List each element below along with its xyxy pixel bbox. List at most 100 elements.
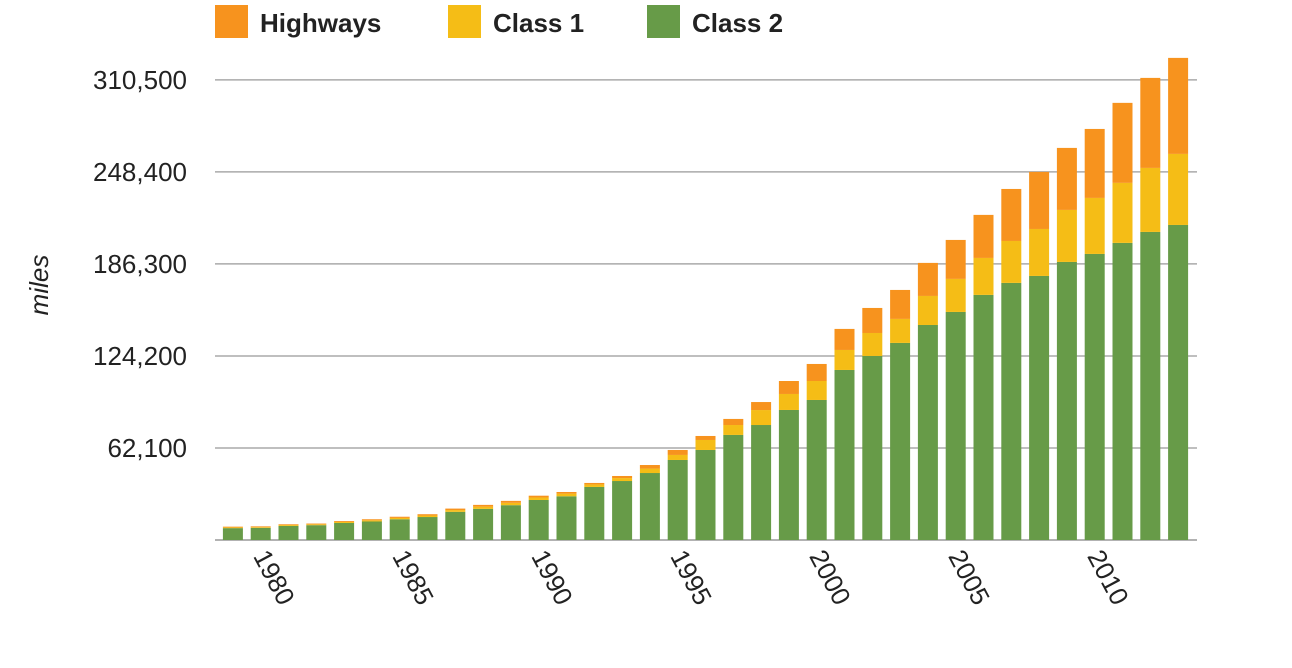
- bar-segment: [278, 525, 299, 526]
- bar-segment: [250, 527, 271, 540]
- bar-segment: [667, 449, 688, 455]
- bar-segment: [473, 504, 494, 507]
- bar-segment: [556, 493, 577, 497]
- bar-segment: [1084, 253, 1105, 540]
- bar-segment: [306, 525, 327, 540]
- bar-segment: [1168, 224, 1189, 540]
- bar-segment: [751, 410, 772, 426]
- bar-segment: [334, 521, 355, 523]
- bar-segment: [1029, 275, 1050, 540]
- bar-segment: [306, 524, 327, 526]
- bar-segment: [1001, 240, 1022, 283]
- y-tick-label: 248,400: [93, 157, 187, 187]
- bar-segment: [917, 295, 938, 325]
- bar-segment: [1084, 128, 1105, 198]
- bar-segment: [806, 381, 827, 400]
- bar-segment: [1029, 171, 1050, 229]
- bar-segment: [639, 468, 660, 474]
- bar-segment: [1140, 167, 1161, 232]
- bar-segment: [1056, 261, 1077, 540]
- bar-segment: [695, 439, 716, 450]
- bar-segment: [834, 328, 855, 350]
- bar-segment: [778, 393, 799, 410]
- bar-segment: [862, 307, 883, 333]
- bar-segment: [417, 517, 438, 540]
- bar-segment: [1168, 153, 1189, 225]
- bar-segment: [639, 473, 660, 540]
- bar-segment: [723, 434, 744, 540]
- bar-segment: [917, 262, 938, 296]
- bar-segment: [584, 486, 605, 540]
- bar-segment: [1112, 242, 1133, 541]
- x-tick-label: 2005: [942, 545, 996, 610]
- bar-segment: [1112, 182, 1133, 243]
- bar-segment: [361, 521, 382, 540]
- bar-segment: [612, 481, 633, 540]
- bar-segment: [945, 278, 966, 312]
- bar-segment: [695, 435, 716, 440]
- bar-segment: [222, 528, 243, 540]
- bar-segment: [945, 239, 966, 279]
- bar-segment: [1084, 197, 1105, 254]
- bar-segment: [917, 324, 938, 540]
- bar-segment: [806, 363, 827, 382]
- bar-segment: [556, 491, 577, 494]
- legend-label: Highways: [260, 8, 381, 38]
- bar-segment: [667, 454, 688, 460]
- y-axis-label: miles: [24, 255, 54, 316]
- x-tick-label: 2000: [803, 545, 857, 610]
- bar-segment: [1168, 57, 1189, 154]
- bar-segment: [417, 515, 438, 518]
- bar-segment: [973, 214, 994, 258]
- bar-segment: [528, 499, 549, 540]
- bar-segment: [834, 349, 855, 370]
- bar-segment: [945, 311, 966, 540]
- bar-segment: [445, 508, 466, 511]
- bar-segment: [500, 505, 521, 540]
- bar-segment: [473, 506, 494, 509]
- legend-swatch: [647, 5, 680, 38]
- bar-segment: [1029, 228, 1050, 276]
- bar-segment: [751, 402, 772, 411]
- bar-segment: [584, 484, 605, 487]
- bar-segment: [473, 508, 494, 540]
- bar-segment: [222, 527, 243, 529]
- bar-segment: [222, 526, 243, 528]
- y-tick-label: 310,500: [93, 65, 187, 95]
- bar-segment: [1056, 147, 1077, 210]
- x-tick-label: 2010: [1081, 545, 1135, 610]
- bar-segment: [639, 465, 660, 469]
- bar-segment: [417, 514, 438, 516]
- bar-segment: [389, 516, 410, 518]
- bar-segment: [723, 418, 744, 426]
- bar-segment: [890, 289, 911, 319]
- bar-segment: [1140, 231, 1161, 540]
- bar-segment: [250, 526, 271, 528]
- bar-segment: [890, 318, 911, 343]
- legend-label: Class 1: [493, 8, 584, 38]
- bar-segment: [500, 500, 521, 503]
- bar-segment: [334, 521, 355, 522]
- bar-segment: [389, 517, 410, 520]
- bar-segment: [778, 409, 799, 540]
- y-tick-label: 62,100: [107, 433, 187, 463]
- legend-label: Class 2: [692, 8, 783, 38]
- bar-segment: [361, 519, 382, 521]
- bar-segment: [1001, 188, 1022, 241]
- legend-swatch: [215, 5, 248, 38]
- bar-segment: [834, 369, 855, 540]
- bar-segment: [528, 497, 549, 500]
- bar-segment: [806, 399, 827, 540]
- bar-segment: [1140, 77, 1161, 168]
- bar-segment: [973, 294, 994, 540]
- bar-segment: [862, 355, 883, 540]
- bar-segment: [334, 522, 355, 540]
- bar-segment: [528, 495, 549, 498]
- bar-segment: [584, 482, 605, 485]
- x-tick-label: 1990: [525, 545, 579, 610]
- bar-segment: [278, 525, 299, 540]
- bar-segment: [973, 257, 994, 295]
- bar-segment: [1001, 282, 1022, 540]
- bar-segment: [361, 520, 382, 522]
- bar-segment: [890, 342, 911, 540]
